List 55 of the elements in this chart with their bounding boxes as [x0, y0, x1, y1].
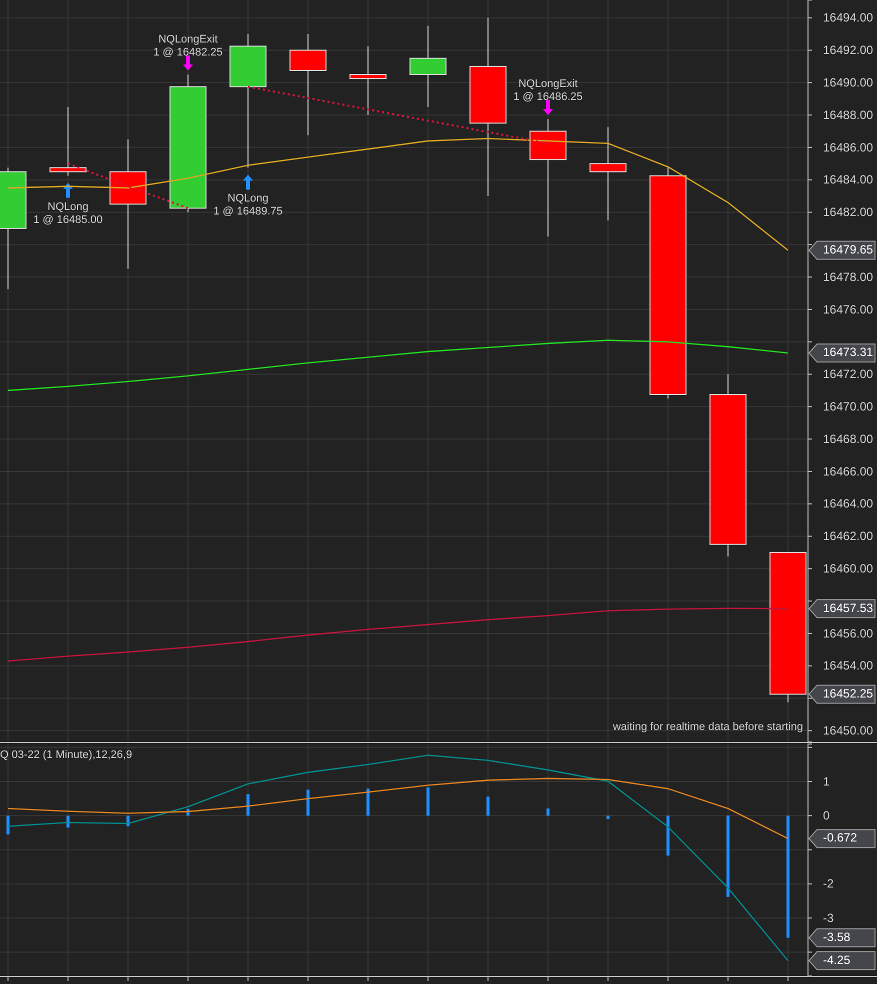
- y-tick-label: 16450.00: [823, 724, 874, 738]
- text: Q 03-22 (1 Minute),12,26,9: [0, 749, 132, 761]
- bar: [486, 796, 490, 816]
- y-tick-label: 16466.00: [823, 464, 874, 478]
- bar: [66, 816, 70, 828]
- y-tick-label: 16464.00: [823, 496, 874, 511]
- y-tick-label: 16460.00: [823, 561, 874, 576]
- candlestick: [350, 46, 386, 116]
- text: -0.672: [823, 830, 858, 845]
- bar: [306, 790, 310, 816]
- y-tick-label: 16470.00: [823, 399, 874, 414]
- text: 16457.53: [823, 600, 874, 615]
- y-tick-label: 0: [823, 808, 830, 822]
- candlestick: [50, 106, 86, 176]
- y-tick-label: 16456.00: [823, 626, 874, 640]
- y-tick-label: 1: [823, 774, 830, 788]
- text: 16452.25: [823, 686, 874, 700]
- y-tick-label: 16488.00: [823, 108, 874, 122]
- y-tick-label: -3: [823, 910, 834, 925]
- text: -3.58: [823, 930, 851, 944]
- y-tick-label: 16462.00: [823, 529, 874, 544]
- text: 16473.31: [823, 345, 874, 360]
- text: -4.25: [823, 952, 851, 967]
- annotation: NQLong 1 @ 16489.75: [213, 192, 283, 218]
- y-tick-label: 16476.00: [823, 302, 874, 316]
- line-series: [7, 138, 789, 251]
- bar: [666, 816, 670, 856]
- bar: [546, 808, 550, 816]
- bar: [366, 788, 370, 816]
- annotation: NQLongExit 1 @ 16482.25: [153, 34, 223, 59]
- bar: [246, 794, 250, 816]
- line-series: [7, 778, 789, 840]
- y-tick-label: 16494.00: [823, 10, 874, 25]
- y-tick-label: 16484.00: [823, 172, 874, 187]
- line-series: [7, 340, 789, 392]
- bar: [786, 816, 790, 938]
- y-tick-label: 16486.00: [823, 140, 874, 154]
- annotation: NQLongExit 1 @ 16486.25: [513, 78, 583, 104]
- line-series: [7, 608, 789, 662]
- y-tick-label: 16478.00: [823, 270, 874, 284]
- bar: [426, 787, 430, 816]
- bar: [606, 816, 610, 820]
- candlestick: [590, 126, 626, 221]
- y-tick-label: 16490.00: [823, 75, 874, 90]
- y-tick-label: 16472.00: [823, 367, 874, 382]
- bar: [6, 816, 10, 834]
- annotation: waiting for realtime data before starting: [612, 721, 803, 733]
- bar: [726, 816, 730, 897]
- y-tick-label: -2: [823, 876, 834, 891]
- y-tick-label: 16492.00: [823, 43, 874, 58]
- y-tick-label: 16482.00: [823, 205, 874, 220]
- y-tick-label: 16454.00: [823, 658, 874, 673]
- y-tick-label: 16468.00: [823, 432, 874, 446]
- annotation: NQLong 1 @ 16485.00: [33, 200, 103, 226]
- text: 16479.65: [823, 242, 874, 256]
